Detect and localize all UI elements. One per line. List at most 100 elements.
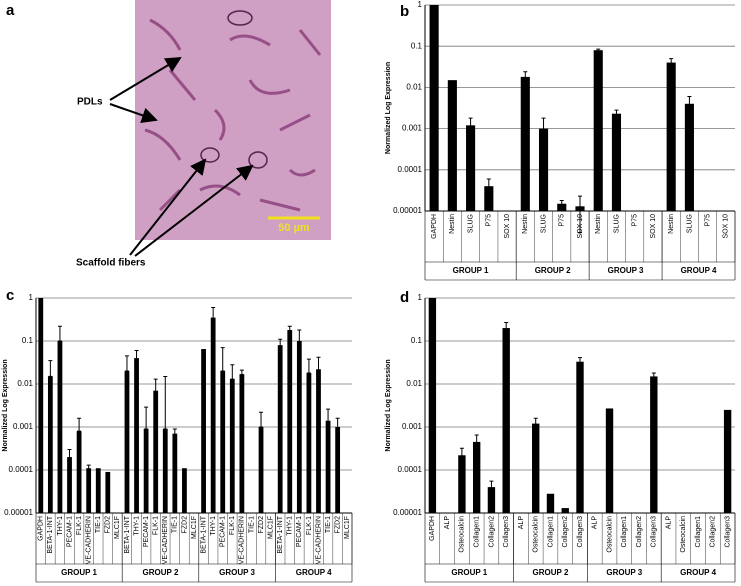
x-tick-label: ALP bbox=[665, 516, 672, 530]
bar bbox=[86, 468, 92, 513]
error-bar bbox=[287, 325, 292, 336]
x-tick-label: TIE-1 bbox=[248, 516, 255, 533]
x-tick-label: GAPDH bbox=[431, 214, 438, 239]
error-bar bbox=[523, 71, 528, 85]
error-bar bbox=[134, 350, 139, 372]
bar bbox=[576, 361, 584, 513]
x-tick-label: GAPDH bbox=[429, 516, 436, 541]
x-tick-label: VE-CADHERIN bbox=[162, 516, 169, 564]
x-tick-label: Collagen3 bbox=[724, 516, 731, 548]
bar bbox=[201, 349, 206, 513]
y-tick-label: 0.00001 bbox=[4, 508, 33, 517]
x-tick-label: P75 bbox=[559, 214, 566, 227]
x-tick-label: MLC1F bbox=[267, 516, 274, 539]
x-tick-label: P75 bbox=[704, 214, 711, 227]
error-bar bbox=[468, 117, 473, 139]
error-bar bbox=[211, 307, 216, 342]
bar bbox=[466, 125, 476, 211]
x-tick-label: FLK-1 bbox=[229, 516, 236, 535]
bar bbox=[124, 371, 130, 513]
x-tick-label: BETA-1-INT bbox=[47, 515, 54, 553]
group-label: GROUP 2 bbox=[535, 266, 571, 275]
x-tick-label: BETA-1-INT bbox=[200, 515, 207, 553]
bar bbox=[134, 358, 139, 513]
bar bbox=[666, 62, 676, 212]
x-tick-label: FLK-1 bbox=[306, 516, 313, 535]
arrow bbox=[109, 56, 182, 101]
group-label: GROUP 2 bbox=[533, 568, 569, 577]
bar bbox=[520, 76, 530, 211]
error-bar bbox=[144, 406, 149, 430]
x-tick-label: FZD2 bbox=[105, 516, 112, 534]
y-tick-label: 1 bbox=[418, 293, 423, 302]
y-tick-label: 0.0001 bbox=[398, 165, 423, 174]
x-tick-label: SLUG bbox=[540, 214, 547, 233]
error-bar bbox=[533, 417, 538, 432]
x-tick-label: Nestin bbox=[668, 214, 675, 234]
group-label: GROUP 1 bbox=[61, 568, 97, 577]
x-tick-label: ALP bbox=[592, 516, 599, 530]
x-tick-label: Collagen3 bbox=[503, 516, 510, 548]
x-tick-label: Collagen3 bbox=[577, 516, 584, 548]
x-tick-label: Collagen2 bbox=[710, 516, 717, 548]
x-tick-label: Collagen1 bbox=[547, 516, 554, 548]
x-tick-label: SLUG bbox=[467, 214, 474, 233]
bar bbox=[38, 298, 44, 513]
x-tick-label: THY-1 bbox=[287, 516, 294, 536]
x-tick-label: SLUG bbox=[613, 214, 620, 233]
y-tick-label: 0.00001 bbox=[393, 206, 422, 215]
bar bbox=[611, 113, 622, 211]
group-label: GROUP 4 bbox=[681, 266, 717, 275]
y-tick-label: 0.01 bbox=[406, 379, 422, 388]
x-tick-label: FZD2 bbox=[258, 516, 265, 534]
error-bar bbox=[153, 378, 158, 428]
scale-bar-label: 50 µm bbox=[278, 222, 310, 234]
x-tick-label: PECAM-1 bbox=[143, 516, 150, 547]
x-tick-label: MLC1F bbox=[344, 516, 351, 539]
error-bar bbox=[239, 369, 244, 380]
x-tick-label: THY-1 bbox=[133, 516, 140, 536]
error-bar bbox=[172, 428, 177, 441]
error-bar bbox=[669, 58, 674, 69]
annotation: PDLs bbox=[77, 97, 103, 108]
bar bbox=[605, 408, 614, 513]
bar bbox=[447, 80, 457, 211]
panel-label: b bbox=[400, 3, 409, 20]
bar bbox=[220, 371, 226, 513]
bar bbox=[172, 433, 178, 513]
x-tick-label: VE-CADHERIN bbox=[315, 516, 322, 564]
error-bar bbox=[48, 360, 53, 377]
x-tick-label: MLC1F bbox=[191, 516, 198, 539]
x-tick-label: PECAM-1 bbox=[220, 516, 227, 547]
x-tick-label: Osteocalcin bbox=[680, 516, 687, 553]
error-bar bbox=[297, 329, 302, 372]
error-bar bbox=[278, 338, 283, 355]
error-bar bbox=[77, 417, 82, 432]
bar bbox=[57, 341, 63, 513]
y-tick-label: 0.00001 bbox=[393, 508, 422, 517]
error-bar bbox=[596, 48, 601, 52]
bar bbox=[162, 428, 168, 513]
error-bar bbox=[230, 364, 235, 380]
y-tick-label: 0.001 bbox=[402, 124, 423, 133]
x-tick-label: Collagen2 bbox=[636, 516, 643, 548]
x-tick-label: TIE-1 bbox=[325, 516, 332, 533]
x-tick-label: BETA-1-INT bbox=[277, 515, 284, 553]
chart: d Normalized Log Expression 1 0.1 0.01 0.001 0… bbox=[385, 289, 736, 583]
bar bbox=[458, 455, 466, 513]
x-tick-label: Osteocalcin bbox=[459, 516, 466, 553]
bar bbox=[546, 493, 555, 513]
y-tick-label: 1 bbox=[418, 0, 423, 9]
error-bar bbox=[335, 417, 340, 445]
bar bbox=[47, 376, 53, 513]
x-tick-label: Nestin bbox=[595, 214, 602, 234]
bar bbox=[532, 423, 540, 513]
bar bbox=[67, 457, 72, 513]
error-bar bbox=[67, 448, 72, 471]
bar bbox=[105, 471, 111, 513]
x-tick-label: Collagen1 bbox=[695, 516, 702, 548]
error-bar bbox=[326, 408, 331, 458]
x-tick-label: MLC1F bbox=[114, 516, 121, 539]
group-label: GROUP 3 bbox=[219, 568, 255, 577]
x-tick-label: BETA-1-INT bbox=[124, 515, 131, 553]
